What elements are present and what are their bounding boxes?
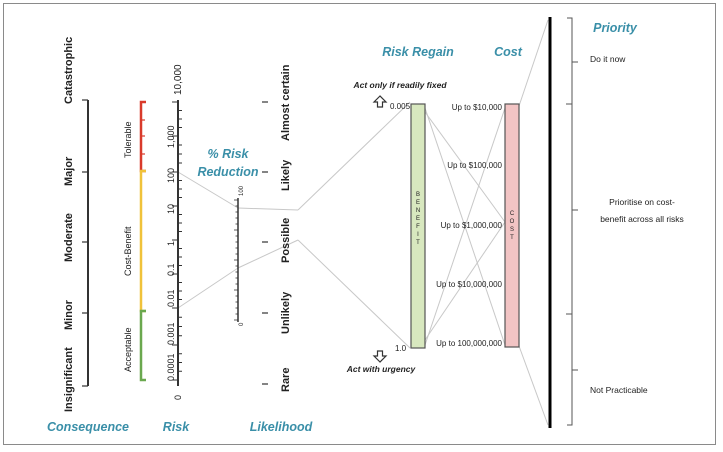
consequence-catastrophic: Catastrophic <box>63 37 75 104</box>
cost-level-1: Up to $10,000 <box>452 103 503 112</box>
benefit-bar <box>410 103 426 349</box>
benefit-bottom-value: 1.0 <box>395 344 407 353</box>
cost-level-4: Up to $10,000,000 <box>436 280 502 289</box>
priority-section: Priority Do it now Prioritise on cost- b… <box>548 17 684 428</box>
band-tolerable-label: Tolerable <box>123 121 133 158</box>
band-cost-benefit <box>139 169 146 313</box>
band-acceptable <box>139 309 146 382</box>
diagram-frame <box>3 3 716 445</box>
reduction-top-value: 100 <box>239 185 245 196</box>
risk-value-0: 0 <box>173 395 183 400</box>
risk-value-100: 100 <box>166 168 176 183</box>
arrow-up-icon <box>372 95 388 108</box>
band-cost-benefit-label: Cost-Benefit <box>123 226 133 276</box>
cost-header: Cost <box>494 45 523 59</box>
benefit-bottom-note: Act with urgency <box>346 364 417 374</box>
risk-regain-header: Risk Regain <box>382 45 454 59</box>
likelihood-unlikely: Unlikely <box>280 291 292 334</box>
priority-do-now: Do it now <box>590 54 626 64</box>
priority-cost-benefit-line1: Prioritise on cost- <box>609 197 675 207</box>
likelihood-likely: Likely <box>280 159 292 191</box>
cost-bar <box>504 103 520 348</box>
benefit-top-value: 0.005 <box>390 102 411 111</box>
risk-value-0-0001: 0.0001 <box>166 353 176 381</box>
risk-regain-section: Risk Regain Act only if readily fixed 0.… <box>346 45 454 374</box>
consequence-moderate: Moderate <box>63 213 75 262</box>
risk-bands: Tolerable Cost-Benefit Acceptable <box>123 100 146 382</box>
risk-value-1000: 1,000 <box>166 125 176 148</box>
consequence-minor: Minor <box>63 299 75 330</box>
consequence-insignificant: Insignificant <box>63 347 75 412</box>
risk-reduction-title-2: Reduction <box>197 165 258 179</box>
risk-axis: 10,000 1,000 100 10 1 0.1 0.01 0.001 0.0… <box>166 64 184 400</box>
consequence-major: Major <box>63 156 75 186</box>
risk-value-0-1: 0.1 <box>166 263 176 276</box>
priority-not-practicable: Not Practicable <box>590 385 648 395</box>
priority-header: Priority <box>593 21 638 35</box>
risk-header: Risk <box>163 420 190 434</box>
likelihood-possible: Possible <box>280 218 292 263</box>
likelihood-header: Likelihood <box>250 420 313 434</box>
reduction-bottom-value: 0 <box>239 322 245 326</box>
cost-level-3: Up to $1,000,000 <box>441 221 503 230</box>
risk-reduction-title-1: % Risk <box>208 147 250 161</box>
consequence-axis: Catastrophic Major Moderate Minor Insign… <box>63 37 89 412</box>
likelihood-axis: Almost certain Likely Possible Unlikely … <box>262 64 292 392</box>
benefit-top-note: Act only if readily fixed <box>352 80 447 90</box>
band-acceptable-label: Acceptable <box>123 327 133 372</box>
risk-value-1: 1 <box>166 241 176 246</box>
likelihood-almost-certain: Almost certain <box>280 64 292 141</box>
risk-reduction-scale: % Risk Reduction 100 0 <box>197 147 258 326</box>
priority-cost-benefit-line2: benefit across all risks <box>600 214 684 224</box>
risk-value-0-001: 0.001 <box>166 322 176 345</box>
connector-lines <box>177 19 549 426</box>
arrow-down-icon <box>372 350 388 363</box>
risk-value-10: 10 <box>166 204 176 214</box>
risk-value-10000: 10,000 <box>173 64 184 95</box>
cost-level-2: Up to $100,000 <box>447 161 502 170</box>
risk-value-0-01: 0.01 <box>166 289 176 307</box>
likelihood-rare: Rare <box>280 368 292 392</box>
cost-level-5: Up to 100,000,000 <box>436 339 502 348</box>
consequence-header: Consequence <box>47 420 129 434</box>
